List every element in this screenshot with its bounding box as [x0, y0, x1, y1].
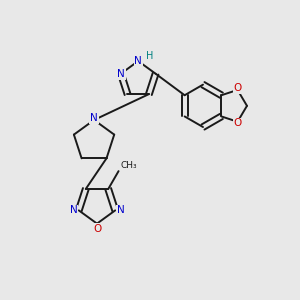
Text: N: N	[117, 69, 125, 79]
Text: O: O	[93, 224, 101, 234]
Text: CH₃: CH₃	[120, 161, 137, 170]
Text: H: H	[146, 51, 153, 61]
Text: O: O	[233, 118, 242, 128]
Text: N: N	[70, 206, 77, 215]
Text: N: N	[90, 113, 98, 124]
Text: N: N	[117, 206, 124, 215]
Text: O: O	[233, 83, 242, 93]
Text: N: N	[134, 56, 142, 66]
